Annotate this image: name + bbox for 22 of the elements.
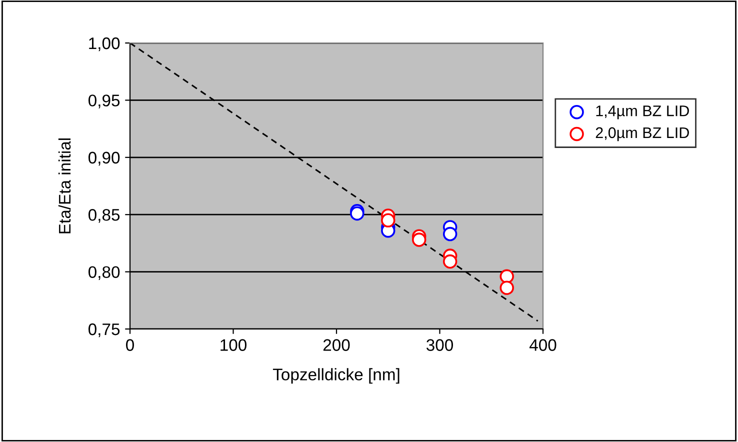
point [442, 226, 458, 242]
point [350, 206, 364, 221]
point [381, 213, 396, 228]
y-tick-label: 0,90 [88, 152, 120, 166]
x-tick-label: 400 [529, 339, 556, 351]
y-tick-label: 1,00 [89, 37, 120, 52]
x-tick-label: 100 [220, 339, 247, 351]
x-tick-label: 300 [426, 339, 454, 351]
point [500, 280, 514, 295]
y-tick-label: 0,80 [88, 266, 120, 280]
x-axis-title: Topzelldicke [nm] [272, 368, 400, 384]
point [500, 269, 514, 284]
x-tick-label: 0 [126, 339, 134, 351]
legend-label: 1,4µm BZ LID [596, 106, 689, 120]
point [442, 254, 458, 269]
y-tick-label: 0,95 [88, 94, 120, 108]
point [412, 232, 426, 247]
y-axis-title: Eta/Eta initial [58, 138, 71, 234]
y-tick-label: 0,75 [88, 323, 120, 338]
y-tick-label: 0,85 [88, 209, 120, 223]
x-tick-label: 200 [323, 339, 350, 351]
legend-label: 2,0µm BZ LID [596, 127, 689, 142]
